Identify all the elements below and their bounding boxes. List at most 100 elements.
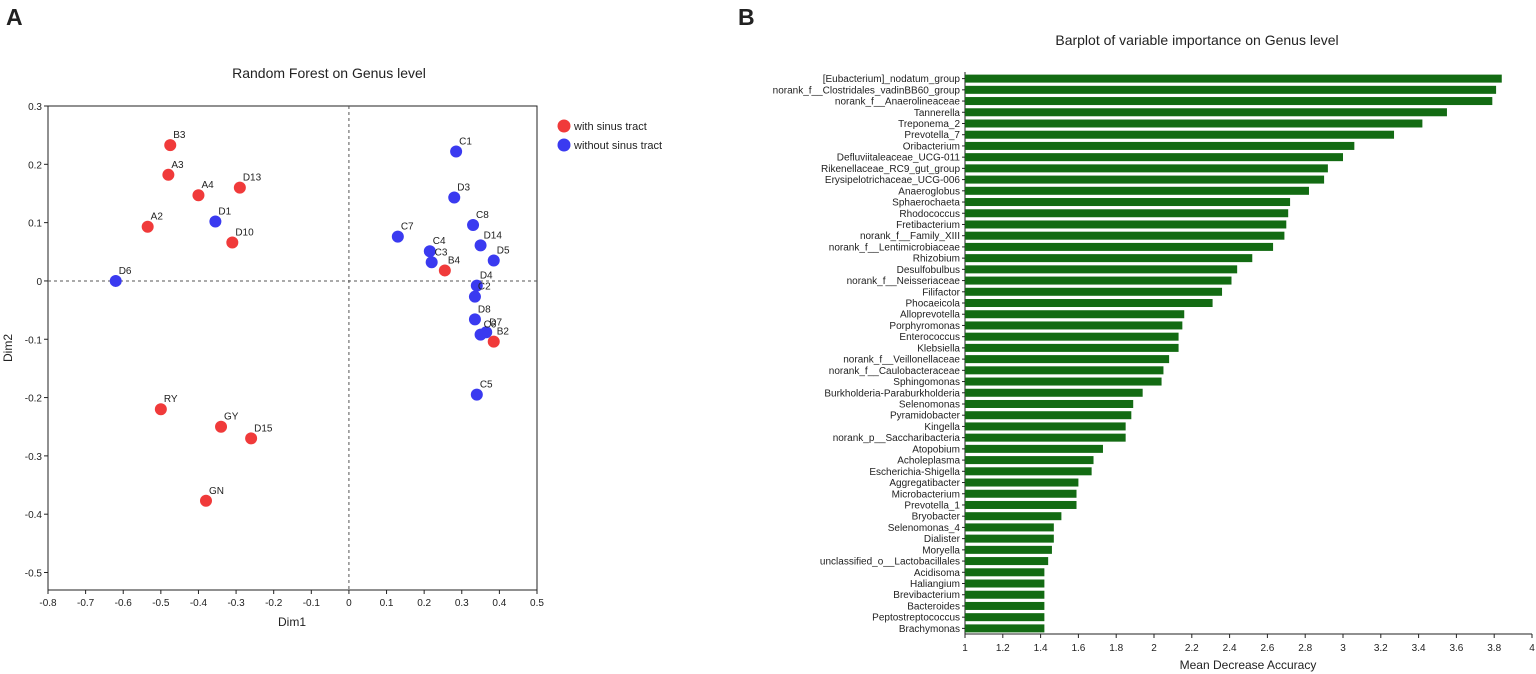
point-c8 bbox=[467, 218, 480, 231]
category-label-bryobacter: Bryobacter bbox=[912, 512, 961, 523]
bar-x-tick-label: 2.2 bbox=[1185, 643, 1199, 654]
category-label-peptostreptococcus: Peptostreptococcus bbox=[872, 613, 960, 624]
bar-tannerella bbox=[965, 108, 1447, 117]
category-label-atopobium: Atopobium bbox=[912, 444, 960, 455]
category-label-porphyromonas: Porphyromonas bbox=[889, 321, 960, 332]
category-label-fretibacterium: Fretibacterium bbox=[896, 220, 960, 231]
x-tick-label: 0.2 bbox=[417, 598, 431, 609]
bar-x-tick-label: 3 bbox=[1340, 643, 1346, 654]
point-label-c2: C2 bbox=[478, 282, 491, 293]
bar-x-tick-label: 1.4 bbox=[1034, 643, 1048, 654]
panel-label-b: B bbox=[738, 4, 755, 30]
bar-burkholderia-paraburkholderia bbox=[965, 388, 1143, 397]
bar-norank-f-clostridales-vadinbb60-group bbox=[965, 85, 1497, 94]
point-label-b3: B3 bbox=[173, 130, 186, 141]
point-label-d13: D13 bbox=[243, 173, 262, 184]
x-tick-label: -0.7 bbox=[77, 598, 95, 609]
category-label-rikenellaceae-rc9-gut-group: Rikenellaceae_RC9_gut_group bbox=[821, 164, 960, 175]
bar-x-tick-label: 1.2 bbox=[996, 643, 1010, 654]
y-tick-label: 0.2 bbox=[28, 160, 42, 171]
point-d5 bbox=[487, 254, 500, 267]
point-d10 bbox=[226, 236, 239, 249]
point-gn bbox=[199, 494, 212, 507]
point-label-gy: GY bbox=[224, 412, 239, 423]
category-label-erysipelotrichaceae-ucg-006: Erysipelotrichaceae_UCG-006 bbox=[825, 175, 961, 186]
category-label-microbacterium: Microbacterium bbox=[892, 489, 960, 500]
category-label-selenomonas-4: Selenomonas_4 bbox=[888, 523, 961, 534]
point-d14 bbox=[474, 239, 487, 252]
point-label-c6: C6 bbox=[484, 320, 497, 331]
point-d6 bbox=[109, 274, 122, 287]
bar-norank-p-saccharibacteria bbox=[965, 433, 1126, 442]
bar-atopobium bbox=[965, 444, 1103, 453]
bar-unclassified-o-lactobacillales bbox=[965, 557, 1049, 566]
category-label-brevibacterium: Brevibacterium bbox=[893, 590, 960, 601]
category-label-escherichia-shigella: Escherichia-Shigella bbox=[869, 467, 960, 478]
category-label-acidisoma: Acidisoma bbox=[914, 568, 961, 579]
bar-x-axis-label: Mean Decrease Accuracy bbox=[1180, 658, 1317, 672]
bar-kingella bbox=[965, 422, 1126, 431]
bar-desulfobulbus bbox=[965, 265, 1238, 274]
bar-norank-f-anaerolineaceae bbox=[965, 97, 1493, 106]
point-label-d7: D7 bbox=[489, 317, 502, 328]
y-tick-label: -0.2 bbox=[25, 394, 43, 405]
point-label-d14: D14 bbox=[484, 230, 503, 241]
point-label-ry: RY bbox=[164, 394, 178, 405]
bar-x-tick-label: 1.6 bbox=[1071, 643, 1085, 654]
bar-x-tick-label: 2.4 bbox=[1223, 643, 1237, 654]
bar-acidisoma bbox=[965, 568, 1045, 577]
bar-bryobacter bbox=[965, 512, 1062, 521]
category-label-prevotella-1: Prevotella_1 bbox=[904, 500, 960, 511]
category-label-sphingomonas: Sphingomonas bbox=[893, 377, 960, 388]
legend-marker-with-sinus-tract bbox=[557, 119, 571, 133]
category-label-haliangium: Haliangium bbox=[910, 579, 960, 590]
point-label-d3: D3 bbox=[457, 183, 470, 194]
point-label-gn: GN bbox=[209, 486, 224, 497]
bar-oribacterium bbox=[965, 141, 1355, 150]
bar-norank-f-family-xiii bbox=[965, 231, 1285, 240]
bar-haliangium bbox=[965, 579, 1045, 588]
point-d4 bbox=[470, 279, 483, 292]
x-tick-label: 0.5 bbox=[530, 598, 544, 609]
y-tick-label: 0.3 bbox=[28, 102, 42, 113]
point-label-b2: B2 bbox=[497, 327, 510, 338]
bar-fretibacterium bbox=[965, 220, 1287, 229]
category-label-norank-f-anaerolineaceae: norank_f__Anaerolineaceae bbox=[835, 97, 961, 108]
bar-klebsiella bbox=[965, 343, 1179, 352]
bar-x-tick-label: 1 bbox=[962, 643, 968, 654]
category-label-enterococcus: Enterococcus bbox=[899, 332, 960, 343]
scatter-plot-frame bbox=[47, 105, 538, 591]
point-a4 bbox=[192, 189, 205, 202]
category-label-treponema-2: Treponema_2 bbox=[898, 119, 960, 130]
point-label-a4: A4 bbox=[201, 180, 214, 191]
point-label-a3: A3 bbox=[171, 160, 184, 171]
point-gy bbox=[215, 420, 228, 433]
point-d1 bbox=[209, 215, 222, 228]
point-label-d1: D1 bbox=[218, 206, 231, 217]
bar-moryella bbox=[965, 545, 1052, 554]
bar-x-tick-label: 1.8 bbox=[1109, 643, 1123, 654]
point-c4 bbox=[423, 245, 436, 258]
y-tick-label: -0.3 bbox=[25, 452, 43, 463]
point-label-c3: C3 bbox=[435, 247, 448, 258]
category-label-rhodococcus: Rhodococcus bbox=[899, 209, 960, 220]
bar-alloprevotella bbox=[965, 310, 1185, 319]
category-label-tannerella: Tannerella bbox=[914, 108, 961, 119]
scatter-y-axis-label: Dim2 bbox=[1, 334, 15, 362]
category-label-burkholderia-paraburkholderia: Burkholderia-Paraburkholderia bbox=[824, 388, 960, 399]
bar-brachymonas bbox=[965, 624, 1045, 633]
bar-selenomonas-4 bbox=[965, 523, 1054, 532]
y-tick-label: -0.5 bbox=[25, 569, 43, 580]
bar-eubacterium-nodatum-group bbox=[965, 74, 1502, 83]
category-label-defluviitaleaceae-ucg-011: Defluviitaleaceae_UCG-011 bbox=[837, 153, 961, 164]
x-tick-label: -0.3 bbox=[227, 598, 245, 609]
y-tick-label: -0.4 bbox=[25, 510, 43, 521]
scatter-title: Random Forest on Genus level bbox=[232, 65, 426, 81]
point-a2 bbox=[141, 220, 154, 233]
bar-x-tick-label: 2 bbox=[1151, 643, 1157, 654]
point-label-b4: B4 bbox=[448, 255, 461, 266]
bar-sphaerochaeta bbox=[965, 198, 1291, 207]
bar-dialister bbox=[965, 534, 1054, 543]
bar-x-tick-label: 2.6 bbox=[1260, 643, 1274, 654]
y-tick-label: 0 bbox=[36, 277, 42, 288]
